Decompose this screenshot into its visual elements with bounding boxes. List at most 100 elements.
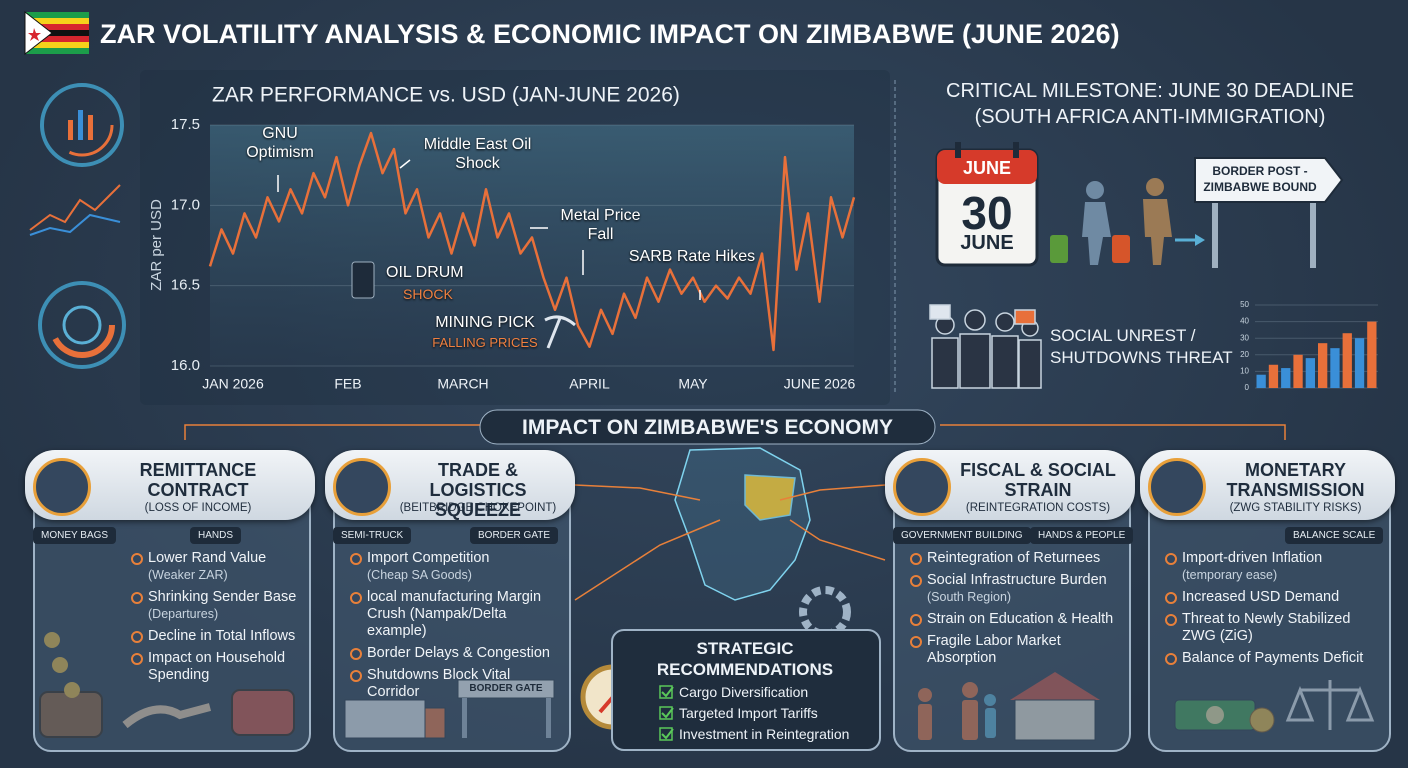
card-item: Balance of Payments Deficit bbox=[1165, 650, 1382, 667]
sign bbox=[1194, 157, 1344, 268]
annotation: GNU Optimism bbox=[246, 125, 314, 161]
card-tag: GOVERNMENT BUILDING bbox=[893, 527, 1031, 544]
bullet bbox=[1165, 614, 1177, 626]
card-item: Social Infrastructure Burden (South Regio… bbox=[910, 572, 1122, 606]
bar bbox=[1293, 354, 1303, 388]
flag bbox=[24, 10, 89, 56]
bar bbox=[1367, 321, 1377, 388]
card-icon bbox=[33, 458, 91, 516]
card-title: FISCAL & SOCIAL STRAIN bbox=[960, 460, 1116, 500]
card-subtitle: (BEITBRIDGE CHOKEPOINT) bbox=[399, 502, 557, 514]
item-note: (temporary ease) bbox=[1182, 568, 1278, 582]
item-text: Shutdowns Block Vital Corridor bbox=[367, 667, 511, 700]
annotation: FALLING PRICES bbox=[432, 335, 538, 350]
bullet bbox=[131, 631, 143, 643]
bar bbox=[1305, 358, 1315, 388]
item-note: (Cheap SA Goods) bbox=[367, 568, 472, 582]
item-note: (Departures) bbox=[148, 607, 219, 621]
y-tick-label: 10 bbox=[1240, 367, 1249, 376]
strategy-item: Targeted Import Tariffs bbox=[679, 705, 818, 721]
check-mark bbox=[661, 686, 674, 698]
milestone-title: CRITICAL MILESTONE: JUNE 30 DEADLINE bbox=[946, 80, 1354, 102]
strategy-title: STRATEGIC RECOMMENDATIONS bbox=[656, 639, 834, 679]
bullet bbox=[1165, 592, 1177, 604]
card-item: Impact on Household Spending bbox=[131, 650, 303, 684]
annotation: SARB Rate Hikes bbox=[628, 248, 756, 265]
item-note: (South Region) bbox=[927, 590, 1012, 604]
bullet bbox=[910, 636, 922, 648]
y-tick-label: 16.5 bbox=[171, 277, 200, 294]
card-icon bbox=[893, 458, 951, 516]
item-text: Impact on Household Spending bbox=[148, 650, 286, 683]
impact-title: IMPACT ON ZIMBABWE'S ECONOMY bbox=[522, 416, 893, 439]
card-item: Strain on Education & Health bbox=[910, 611, 1122, 628]
y-tick-label: 17.0 bbox=[171, 196, 200, 213]
price-line bbox=[208, 131, 856, 352]
bar bbox=[1268, 364, 1279, 388]
card-item: Fragile Labor Market Absorption bbox=[910, 633, 1122, 667]
card-item: Increased USD Demand bbox=[1165, 589, 1382, 606]
card-item: Import-driven Inflation (temporary ease) bbox=[1165, 550, 1382, 584]
check-box bbox=[659, 727, 673, 741]
item-text: Fragile Labor Market Absorption bbox=[927, 633, 1061, 666]
chart-title: ZAR PERFORMANCE vs. USD (JAN-JUNE 2026) bbox=[212, 84, 680, 107]
y-tick-label: 50 bbox=[1240, 300, 1249, 309]
plot-area bbox=[210, 125, 854, 366]
card-icon bbox=[1148, 458, 1206, 516]
impact-title-pill bbox=[479, 409, 936, 445]
item-text: Increased USD Demand bbox=[1182, 589, 1340, 605]
card-subtitle: (REINTEGRATION COSTS) bbox=[965, 502, 1111, 514]
strategy-item: Investment in Reintegration bbox=[679, 726, 850, 742]
bullet bbox=[131, 553, 143, 565]
connectors bbox=[184, 424, 1286, 601]
card-header: FISCAL & SOCIAL STRAIN (REINTEGRATION COS… bbox=[885, 450, 1135, 520]
y-tick-label: 17.5 bbox=[171, 116, 200, 133]
check-box bbox=[659, 685, 673, 699]
bullet bbox=[910, 553, 922, 565]
bar bbox=[1330, 348, 1340, 388]
bullet bbox=[910, 614, 922, 626]
bullet bbox=[1165, 653, 1177, 665]
card-item: Decline in Total Inflows bbox=[131, 628, 303, 645]
y-axis-label: ZAR per USD bbox=[148, 199, 165, 291]
calendar-day: 30 bbox=[961, 187, 1013, 239]
item-text: Decline in Total Inflows bbox=[148, 628, 296, 644]
bullet bbox=[350, 592, 362, 604]
annotation: OIL DRUM bbox=[386, 264, 464, 281]
travelers bbox=[1050, 178, 1205, 265]
card-header: TRADE & LOGISTICS SQUEEZE (BEITBRIDGE CHO… bbox=[325, 450, 575, 520]
bar bbox=[1281, 368, 1291, 388]
x-tick-label: MARCH bbox=[437, 376, 488, 392]
card-title: REMITTANCE CONTRACT bbox=[139, 460, 257, 500]
annotation: Middle East Oil Shock bbox=[423, 136, 532, 172]
page-title: ZAR VOLATILITY ANALYSIS & ECONOMIC IMPAC… bbox=[100, 19, 1120, 49]
y-tick-label: 30 bbox=[1240, 333, 1249, 342]
annotation-arrow bbox=[399, 159, 411, 169]
bar bbox=[1354, 338, 1365, 388]
item-text: local manufacturing Margin Crush (Nampak… bbox=[367, 589, 542, 639]
decor-gauges bbox=[29, 83, 126, 369]
bullet bbox=[131, 653, 143, 665]
bullet bbox=[1165, 553, 1177, 565]
card-title: TRADE & LOGISTICS SQUEEZE bbox=[429, 460, 527, 520]
item-text: Border Delays & Congestion bbox=[367, 645, 550, 661]
oil-drum-icon bbox=[351, 261, 375, 299]
x-tick-label: APRIL bbox=[569, 376, 610, 392]
card-tag: MONEY BAGS bbox=[33, 527, 117, 544]
annotation: SHOCK bbox=[403, 286, 453, 302]
x-tick-label: MAY bbox=[678, 376, 708, 392]
item-note: (Weaker ZAR) bbox=[148, 568, 228, 582]
bar bbox=[1318, 343, 1328, 388]
card-header: REMITTANCE CONTRACT (LOSS OF INCOME) bbox=[25, 450, 315, 520]
bullet bbox=[910, 575, 922, 587]
card-icon bbox=[333, 458, 391, 516]
card-tag: HANDS bbox=[190, 527, 242, 544]
image-label: BORDER GATE bbox=[469, 683, 543, 694]
item-text: Lower Rand Value bbox=[148, 550, 267, 566]
y-tick-label: 40 bbox=[1240, 317, 1249, 326]
calendar bbox=[935, 142, 1039, 267]
card-title: MONETARY TRANSMISSION bbox=[1226, 460, 1365, 500]
bullet bbox=[350, 648, 362, 660]
card-item: Threat to Newly Stabilized ZWG (ZiG) bbox=[1165, 611, 1382, 645]
